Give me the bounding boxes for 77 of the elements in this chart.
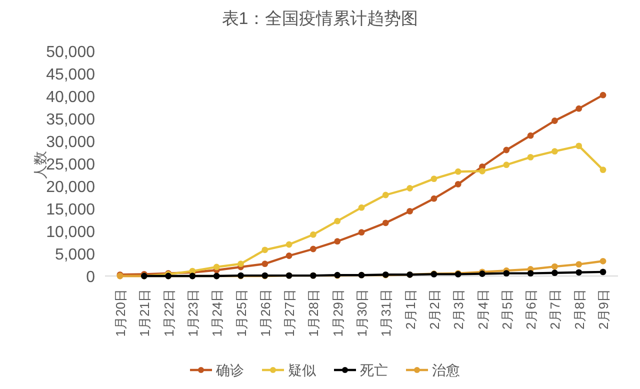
x-tick-label: 1月27日 (282, 289, 298, 337)
point (576, 269, 582, 276)
point (503, 146, 510, 154)
x-tick-label: 2月8日 (572, 289, 587, 330)
point (334, 238, 341, 245)
x-tick-label: 1月25日 (234, 289, 249, 337)
point (406, 208, 413, 214)
point (503, 162, 510, 168)
y-tick-label: 45,000 (46, 66, 96, 84)
point (310, 246, 316, 252)
point (310, 231, 316, 238)
x-tick-label: 1月21日 (137, 289, 152, 337)
y-tick-label: 35,000 (46, 112, 96, 128)
legend-label: 治愈 (432, 362, 460, 378)
x-tick-label: 2月1日 (402, 289, 418, 330)
x-tick-label: 1月20日 (113, 289, 128, 337)
y-tick-label: 30,000 (46, 134, 96, 151)
point (286, 252, 292, 259)
legend-label: 死亡 (360, 362, 388, 378)
x-tick-label: 1月23日 (185, 289, 200, 337)
x-tick-label: 1月22日 (161, 289, 176, 337)
x-tick-label: 1月26日 (258, 289, 273, 337)
x-tick-label: 1月24日 (210, 289, 225, 337)
y-tick-label: 15,000 (46, 202, 96, 218)
point (262, 246, 268, 254)
point (600, 258, 606, 264)
point (576, 261, 582, 268)
point (600, 268, 606, 276)
point (527, 154, 534, 160)
x-tick-label: 2月3日 (451, 289, 466, 330)
point (600, 92, 606, 98)
y-tick-label: 0 (86, 269, 96, 286)
chart-title: 表1：全国疫情累计趋势图 (222, 9, 418, 28)
x-tick-label: 1月29日 (330, 289, 346, 337)
x-tick-label: 2月9日 (596, 289, 611, 330)
point (552, 263, 558, 270)
point (576, 142, 582, 150)
x-tick-label: 2月5日 (499, 289, 514, 330)
point (358, 229, 365, 236)
y-tick-label: 50,000 (46, 44, 96, 61)
y-tick-label: 20,000 (46, 179, 96, 196)
point (552, 270, 558, 276)
y-axis-title: 人数 (32, 151, 48, 179)
point (454, 168, 462, 175)
point (552, 148, 558, 155)
point (286, 241, 292, 248)
x-tick-label: 1月31日 (378, 289, 394, 337)
y-tick-label: 40,000 (46, 89, 96, 106)
x-tick-label: 1月28日 (306, 289, 322, 337)
y-tick-label: 10,000 (46, 224, 96, 241)
x-tick-label: 2月6日 (524, 289, 539, 330)
point (527, 270, 534, 276)
y-tick-label: 25,000 (46, 156, 96, 174)
point (382, 220, 389, 226)
x-tick-label: 1月30日 (354, 289, 370, 337)
x-tick-label: 2月7日 (548, 289, 563, 330)
point (358, 204, 365, 211)
point (238, 260, 244, 268)
point (479, 168, 486, 174)
point (552, 118, 558, 124)
point (213, 264, 220, 270)
x-tick-label: 2月2日 (426, 289, 442, 330)
point (454, 181, 462, 188)
point (576, 105, 582, 112)
point (382, 192, 389, 198)
x-tick-label: 2月4日 (475, 289, 490, 330)
legend-label: 疑似 (288, 362, 316, 378)
point (406, 185, 413, 192)
point (503, 270, 510, 276)
y-tick-label: 5,000 (54, 246, 96, 264)
point (430, 195, 438, 202)
point (334, 218, 341, 224)
legend-label: 确诊 (215, 362, 244, 378)
point (527, 132, 534, 139)
point (600, 166, 606, 173)
point (262, 260, 268, 268)
point (430, 176, 438, 182)
